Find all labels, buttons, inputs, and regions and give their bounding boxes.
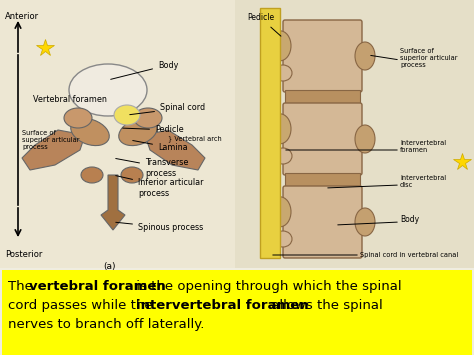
Text: Transverse
process: Transverse process [116,158,188,178]
Text: intervertebral foramen: intervertebral foramen [136,299,309,312]
Ellipse shape [121,167,143,183]
Text: Body: Body [111,60,178,79]
Text: is the opening through which the spinal: is the opening through which the spinal [132,280,401,293]
Ellipse shape [118,119,157,146]
Text: vertebral foramen: vertebral foramen [29,280,166,293]
Text: Lamina: Lamina [133,141,188,153]
Text: nerves to branch off laterally.: nerves to branch off laterally. [8,318,204,331]
Ellipse shape [269,31,291,61]
Ellipse shape [64,108,92,128]
Ellipse shape [269,114,291,144]
Ellipse shape [274,231,292,247]
Text: cord passes while the: cord passes while the [8,299,157,312]
Polygon shape [22,130,85,170]
Text: Intervertebral
foramen: Intervertebral foramen [400,140,446,153]
FancyBboxPatch shape [283,103,362,175]
Ellipse shape [274,148,292,164]
Text: allows the spinal: allows the spinal [267,299,383,312]
Text: Spinal cord: Spinal cord [130,104,205,115]
Ellipse shape [69,64,147,116]
Text: Spinous process: Spinous process [116,222,203,233]
Text: Body: Body [400,215,419,224]
Ellipse shape [269,197,291,227]
Text: The: The [8,280,37,293]
Text: Surface of
superior articular
process: Surface of superior articular process [22,130,80,150]
Text: Anterior: Anterior [5,12,39,21]
Ellipse shape [71,119,109,146]
Text: Inferior articular
process: Inferior articular process [116,176,203,198]
FancyBboxPatch shape [283,186,362,258]
Ellipse shape [274,65,292,81]
FancyBboxPatch shape [260,8,280,258]
Ellipse shape [355,125,375,153]
Polygon shape [145,130,205,170]
Text: Posterior: Posterior [5,250,42,259]
Text: Vertebral foramen: Vertebral foramen [33,95,107,104]
FancyBboxPatch shape [285,173,360,188]
Polygon shape [101,175,125,230]
Ellipse shape [114,105,140,125]
Ellipse shape [134,108,162,128]
Text: Surface of
superior articular
process: Surface of superior articular process [400,48,457,68]
Ellipse shape [81,167,103,183]
Text: } Vertebral arch: } Vertebral arch [168,136,222,142]
FancyBboxPatch shape [235,0,474,268]
Text: (a): (a) [104,262,116,271]
Text: Intervertebral
disc: Intervertebral disc [400,175,446,188]
FancyBboxPatch shape [283,20,362,92]
Ellipse shape [355,208,375,236]
Ellipse shape [355,42,375,70]
FancyBboxPatch shape [2,270,472,355]
Text: Pedicle: Pedicle [123,126,183,135]
Text: Spinal cord in vertebral canal: Spinal cord in vertebral canal [360,252,458,258]
Text: Pedicle: Pedicle [247,13,281,36]
FancyBboxPatch shape [285,90,360,105]
FancyBboxPatch shape [0,0,474,268]
